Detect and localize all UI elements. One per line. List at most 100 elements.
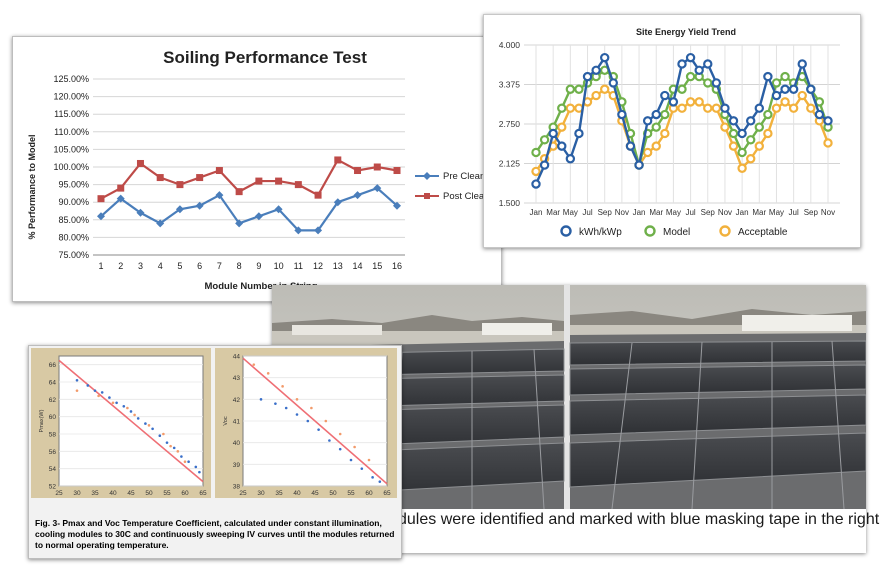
soiling-x-tick: 16: [392, 261, 402, 271]
soiling-point-post-clean: [354, 167, 362, 175]
scatter-point: [194, 465, 198, 469]
scatter-point: [328, 439, 331, 442]
energy-yield-title: Site Energy Yield Trend: [636, 27, 736, 37]
soiling-point-post-clean: [275, 177, 283, 185]
yield-point-model: [531, 147, 541, 158]
yield-point-acceptable: [677, 103, 687, 113]
yield-point-acceptable: [763, 128, 773, 139]
yield-point-model: [754, 122, 764, 132]
yield-point-kwh: [531, 179, 541, 189]
soiling-chart: Soiling Performance Test 75.00% 80.00% 85.…: [27, 48, 489, 292]
yield-point-kwh: [806, 84, 816, 94]
scatter-point: [284, 406, 288, 410]
scatter-point: [162, 432, 165, 436]
scatter-y-tick: 40: [233, 440, 241, 447]
scatter-fit-line: [242, 357, 388, 485]
yield-point-model: [574, 84, 584, 94]
yield-y-tick: 1.500: [499, 198, 521, 208]
yield-point-acceptable: [591, 90, 601, 101]
soiling-x-tick: 7: [217, 261, 222, 271]
yield-point-model: [728, 128, 739, 139]
figure-caption: Fig. 3- Pmax and Voc Temperature Coeffic…: [35, 518, 395, 550]
scatter-x-tick: 25: [239, 490, 247, 497]
yield-point-acceptable: [806, 103, 816, 113]
scatter-y-tick: 62: [49, 397, 57, 404]
soiling-point-pre-clean: [393, 201, 401, 210]
yield-point-acceptable: [660, 128, 670, 139]
yield-x-tick: Jan: [530, 208, 543, 217]
soiling-point-post-clean: [215, 167, 223, 175]
soiling-x-tick: 11: [294, 261, 303, 271]
yield-point-acceptable: [694, 97, 704, 107]
legend-pre-clean: Pre Clean: [443, 171, 485, 182]
yield-point-acceptable: [823, 138, 833, 148]
scatter-point: [75, 378, 79, 382]
yield-point-model: [763, 109, 773, 120]
scatter-y-tick: 54: [49, 466, 57, 473]
scatter-point: [115, 401, 118, 405]
yield-x-tick: Jul: [582, 208, 592, 217]
yield-point-model: [565, 84, 576, 94]
scatter-y-tick: 42: [233, 397, 241, 404]
yield-point-kwh: [763, 71, 773, 82]
yield-point-kwh: [625, 141, 636, 151]
yield-point-kwh: [814, 109, 825, 120]
soiling-x-tick: 10: [274, 261, 284, 271]
yield-point-acceptable: [642, 147, 653, 158]
yield-point-acceptable: [788, 103, 799, 113]
yield-point-model: [660, 109, 670, 120]
scatter-y-axis-label: Voc: [223, 416, 229, 425]
legend-marker-model: [644, 225, 656, 237]
yield-y-tick: 2.125: [499, 159, 521, 169]
soiling-x-axis-label: Module Number in String: [205, 281, 318, 292]
soiling-point-pre-clean: [254, 212, 263, 221]
legend-marker-kwh: [560, 225, 572, 237]
yield-x-tick: Sep: [804, 208, 819, 217]
soiling-point-post-clean: [97, 195, 105, 203]
scatter-point: [183, 460, 187, 464]
yield-point-acceptable: [651, 141, 661, 151]
scatter-point: [338, 432, 342, 436]
scatter-point: [281, 385, 284, 388]
scatter-x-tick: 55: [347, 490, 355, 497]
yield-point-acceptable: [797, 90, 807, 101]
scatter-y-tick: 52: [49, 484, 57, 491]
scatter-x-tick: 50: [145, 490, 153, 497]
yield-point-model: [685, 71, 696, 82]
yield-point-model: [703, 78, 713, 88]
yield-point-kwh: [591, 65, 601, 75]
yield-point-kwh: [771, 90, 782, 101]
soiling-point-post-clean: [235, 188, 243, 196]
legend-acceptable: Acceptable: [738, 227, 788, 238]
yield-point-model: [539, 135, 550, 145]
yield-point-kwh: [565, 154, 576, 164]
yield-point-kwh: [788, 84, 799, 94]
yield-point-acceptable: [771, 103, 782, 113]
scatter-x-tick: 40: [293, 490, 301, 497]
scatter-x-tick: 55: [163, 490, 171, 497]
legend-model: Model: [663, 227, 690, 238]
yield-point-acceptable: [565, 103, 576, 113]
yield-x-tick: May: [666, 208, 681, 217]
yield-x-tick: Nov: [718, 208, 732, 217]
scatter-point: [317, 428, 320, 431]
scatter-y-tick: 41: [233, 419, 241, 426]
scatter-point: [349, 458, 353, 462]
scatter-point: [165, 441, 169, 444]
scatter-x-tick: 45: [311, 490, 319, 497]
yield-x-tick: May: [769, 208, 784, 217]
scatter-point: [100, 391, 104, 394]
yield-point-acceptable: [685, 97, 696, 107]
soiling-point-pre-clean: [235, 219, 244, 228]
scatter-point: [266, 372, 270, 375]
scatter-point: [122, 404, 126, 408]
yield-point-kwh: [677, 59, 687, 69]
yield-x-tick: Jul: [789, 208, 799, 217]
scatter-point: [306, 419, 310, 423]
yield-point-kwh: [548, 128, 558, 139]
yield-point-acceptable: [720, 122, 730, 132]
yield-point-acceptable: [737, 163, 747, 173]
soiling-x-tick: 12: [313, 261, 323, 271]
soiling-point-pre-clean: [156, 219, 165, 228]
legend-kwh: kWh/kWp: [579, 227, 622, 238]
